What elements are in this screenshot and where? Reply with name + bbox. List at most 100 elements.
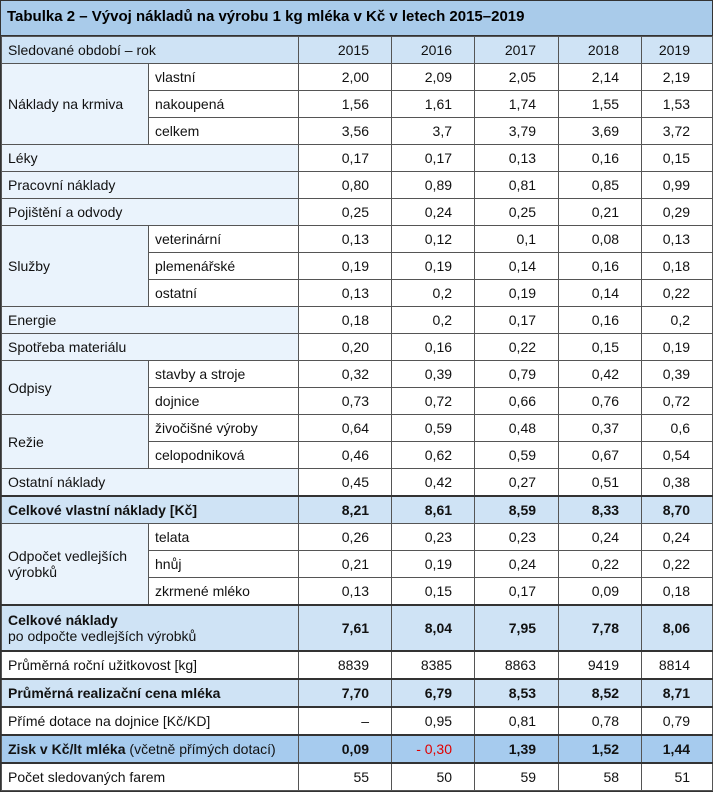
value-cell: 0,39	[641, 360, 713, 388]
value-cell: 0,59	[391, 414, 476, 442]
value-cell: 0,26	[298, 523, 393, 551]
row-label-text: Spotřeba materiálu	[8, 339, 127, 355]
value-cell: 1,61	[391, 90, 476, 118]
row-sublabel: celopodniková	[147, 441, 300, 469]
value-cell: 2,19	[641, 63, 713, 91]
row-sublabel: živočišné výroby	[147, 414, 300, 442]
value-cell: 8,04	[391, 604, 476, 652]
table-row: Ostatní náklady 0,45 0,42 0,27 0,51 0,38	[0, 468, 713, 497]
value-cell: 1,56	[298, 90, 393, 118]
value-cell: –	[298, 706, 393, 736]
value-cell: 0,99	[641, 171, 713, 199]
value-cell: 0,42	[558, 360, 643, 388]
year-header: 2017	[474, 36, 560, 64]
value-cell: 0,59	[474, 441, 560, 469]
value-cell: 0,95	[391, 706, 476, 736]
value-cell: 7,78	[558, 604, 643, 652]
value-cell: 7,61	[298, 604, 393, 652]
row-label: Pojištění a odvody	[0, 198, 300, 226]
value-cell: 0,38	[641, 468, 713, 497]
row-sublabel: zkrmené mléko	[147, 577, 300, 606]
table-row: Odpočet vedlejších výrobků telata 0,26 0,23…	[1, 523, 713, 606]
row-label: Celkové náklady po odpočte vedlejších výr…	[0, 604, 300, 652]
value-cell: 0,89	[391, 171, 476, 199]
table-row: ostatní 0,13 0,2 0,19 0,14 0,22	[2, 279, 713, 307]
value-cell: 0,16	[558, 144, 643, 172]
value-cell: 0,67	[558, 441, 643, 469]
row-label: Energie	[0, 306, 300, 334]
value-cell: 0,85	[558, 171, 643, 199]
row-group-label: Odpisy	[1, 360, 149, 415]
row-group-label: Odpočet vedlejších výrobků	[1, 523, 149, 606]
row-label: Celkové vlastní náklady [Kč]	[0, 495, 300, 524]
value-cell: 51	[641, 762, 713, 791]
value-cell: 8385	[391, 650, 476, 680]
value-cell: 0,22	[641, 550, 713, 578]
value-cell: 0,08	[558, 225, 643, 253]
table-row: Celkové náklady po odpočte vedlejších výr…	[0, 604, 713, 652]
row-label-text: Počet sledovaných farem	[8, 769, 166, 785]
value-cell: 8,21	[298, 495, 393, 524]
value-cell: 8,52	[558, 678, 643, 708]
row-label-text: Průměrná realizační cena mléka	[8, 685, 221, 701]
table-row: celkem 3,56 3,7 3,79 3,69 3,72	[2, 117, 713, 145]
value-cell: 0,46	[298, 441, 393, 469]
value-cell: 8,61	[391, 495, 476, 524]
cost-table: Sledované období – rok 2015 2016 2017 2018 20…	[0, 36, 713, 791]
year-header: 2018	[558, 36, 643, 64]
row-sublabel: vlastní	[147, 63, 300, 91]
value-cell: 0,16	[558, 306, 643, 334]
value-cell: 0,17	[391, 144, 476, 172]
value-cell: 8,71	[641, 678, 713, 708]
table-row: Průměrná realizační cena mléka 7,70 6,79 8,…	[0, 678, 713, 708]
value-cell: 8,53	[474, 678, 560, 708]
value-cell: 8,70	[641, 495, 713, 524]
table-row: Zisk v Kč/lt mléka (včetně přímých dotac…	[0, 734, 713, 764]
value-cell: 6,79	[391, 678, 476, 708]
value-cell: 0,39	[391, 360, 476, 388]
value-cell: 0,14	[558, 279, 643, 307]
value-cell: 0,13	[641, 225, 713, 253]
value-cell: 0,24	[391, 198, 476, 226]
row-label: Pracovní náklady	[0, 171, 300, 199]
value-cell: 0,2	[391, 279, 476, 307]
row-label-text: Celkové náklady	[8, 612, 118, 628]
table-row: Odpisy stavby a stroje 0,32 0,39 0,79 0,42 0,3…	[1, 360, 713, 415]
table-row: celopodniková 0,46 0,62 0,59 0,67 0,54	[2, 441, 713, 469]
value-cell: 1,44	[641, 734, 713, 764]
value-cell: 0,20	[298, 333, 393, 361]
value-cell: 0,64	[298, 414, 393, 442]
value-cell: 0,21	[558, 198, 643, 226]
value-cell: 0,32	[298, 360, 393, 388]
table-row: nakoupená 1,56 1,61 1,74 1,55 1,53	[2, 90, 713, 118]
value-cell: 0,09	[558, 577, 643, 606]
cost-table-figure: Tabulka 2 – Vývoj nákladů na výrobu 1 kg…	[0, 0, 713, 792]
row-sublabel: hnůj	[147, 550, 300, 578]
value-cell: 0,54	[641, 441, 713, 469]
value-cell: 1,53	[641, 90, 713, 118]
value-cell: 0,37	[558, 414, 643, 442]
value-cell: 1,39	[474, 734, 560, 764]
value-cell: 1,55	[558, 90, 643, 118]
value-cell: 0,79	[641, 706, 713, 736]
value-cell: 8,59	[474, 495, 560, 524]
value-cell: 0,25	[474, 198, 560, 226]
value-cell: 0,19	[391, 550, 476, 578]
row-sublabel: plemenářské	[147, 252, 300, 280]
value-cell: 0,51	[558, 468, 643, 497]
value-cell: 0,15	[391, 577, 476, 606]
value-cell: 9419	[558, 650, 643, 680]
value-cell: 7,70	[298, 678, 393, 708]
value-cell: 1,52	[558, 734, 643, 764]
value-cell: 0,13	[298, 225, 393, 253]
value-cell: 2,00	[298, 63, 393, 91]
value-cell: 0,18	[641, 577, 713, 606]
value-cell: 0,23	[391, 523, 476, 551]
header-row: Sledované období – rok 2015 2016 2017 2018 20…	[0, 36, 713, 64]
table-row: Léky 0,17 0,17 0,13 0,16 0,15	[0, 144, 713, 172]
table-row: plemenářské 0,19 0,19 0,14 0,16 0,18	[2, 252, 713, 280]
row-label-text: Přímé dotace na dojnice [Kč/KD]	[8, 713, 211, 729]
value-cell: 0,73	[298, 387, 393, 415]
row-sublabel: celkem	[147, 117, 300, 145]
value-cell: 8,33	[558, 495, 643, 524]
